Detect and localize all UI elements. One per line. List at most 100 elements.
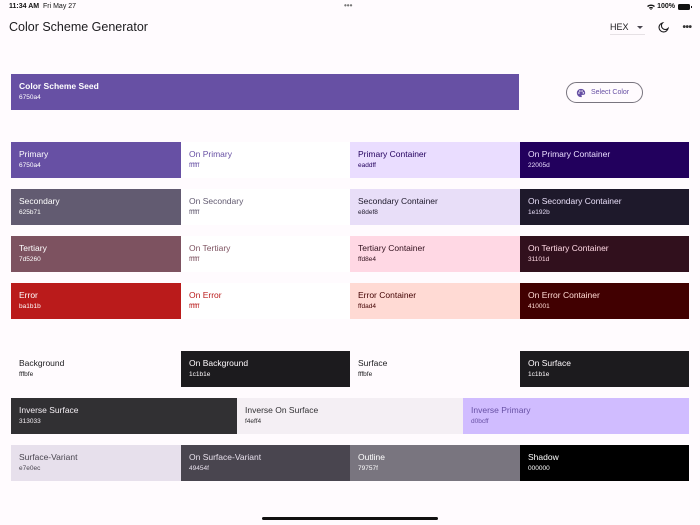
palette-icon (576, 88, 586, 97)
tile-name: Outline (358, 452, 385, 462)
tile-name: Tertiary (19, 243, 47, 253)
tile-hex: 22005d (528, 162, 550, 169)
tile-hex: d0bcff (471, 418, 489, 425)
tile-name: Error (19, 290, 38, 300)
status-bar: 11:34 AM Fri May 27 ••• 100% (0, 0, 700, 14)
tile-name: On Background (189, 358, 249, 368)
tile-name: On Error Container (528, 290, 600, 300)
tile-hex: 410001 (528, 303, 550, 310)
tile-name: Secondary Container (358, 196, 438, 206)
tile-hex: 1c1b1e (528, 371, 550, 378)
color-tile-on-error[interactable]: On Error ffffff (181, 283, 350, 319)
color-tile-shadow[interactable]: Shadow 000000 (520, 445, 689, 481)
tile-name: On Secondary Container (528, 196, 622, 206)
status-date: Fri May 27 (42, 3, 77, 10)
select-color-label: Select Color (591, 89, 630, 96)
color-tile-on-surface[interactable]: On Surface 1c1b1e (520, 351, 689, 387)
color-tile-inverse-surface[interactable]: Inverse Surface 313033 (11, 398, 237, 434)
color-tile-error-container[interactable]: Error Container ffdad4 (350, 283, 520, 319)
tile-hex: ffffff (189, 162, 200, 169)
battery-percent: 100% (657, 3, 675, 10)
color-tile-background[interactable]: Background fffbfe (11, 351, 181, 387)
tile-name: Surface-Variant (19, 452, 78, 462)
wifi-icon (647, 4, 656, 10)
more-options-button[interactable]: ••• (678, 18, 696, 36)
page-title: Color Scheme Generator (9, 20, 148, 34)
tile-name: On Primary (189, 149, 232, 159)
tile-hex: 1e192b (528, 209, 550, 216)
tile-name: Tertiary Container (358, 243, 426, 253)
select-color-button[interactable]: Select Color (566, 82, 643, 103)
color-tile-secondary-container[interactable]: Secondary Container e8def8 (350, 189, 520, 225)
color-tile-inverse-primary[interactable]: Inverse Primary d0bcff (463, 398, 689, 434)
chevron-down-icon (637, 26, 643, 29)
tile-hex: e7e0ec (19, 465, 41, 472)
status-time: 11:34 AM Fri May 27 (9, 3, 77, 10)
moon-icon (658, 21, 669, 32)
color-tile-surface[interactable]: Surface fffbfe (350, 351, 520, 387)
tile-hex: 625b71 (19, 209, 41, 216)
color-tile-surface-variant[interactable]: Surface-Variant e7e0ec (11, 445, 181, 481)
color-tile-on-secondary[interactable]: On Secondary ffffff (181, 189, 350, 225)
tile-hex: ffffff (189, 209, 200, 216)
seed-label: Color Scheme Seed (19, 81, 99, 91)
color-tile-inverse-on-surface[interactable]: Inverse On Surface f4eff4 (237, 398, 463, 434)
tile-name: Error Container (358, 290, 417, 300)
color-tile-on-background[interactable]: On Background 1c1b1e (181, 351, 350, 387)
tile-hex: fffbfe (358, 371, 373, 378)
tile-hex: 79757f (358, 465, 378, 472)
tile-hex: eaddff (358, 162, 376, 169)
color-tile-primary[interactable]: Primary 6750a4 (11, 142, 181, 178)
color-tile-on-tertiary-container[interactable]: On Tertiary Container 31101d (520, 236, 689, 272)
color-tile-on-secondary-container[interactable]: On Secondary Container 1e192b (520, 189, 689, 225)
tile-name: On Tertiary (189, 243, 231, 253)
format-select[interactable]: HEX (610, 20, 645, 35)
tile-hex: 49454f (189, 465, 209, 472)
format-select-value: HEX (610, 22, 629, 32)
tile-name: Surface (358, 358, 388, 368)
tile-hex: ffffff (189, 256, 200, 263)
tile-name: On Surface-Variant (189, 452, 262, 462)
color-tile-tertiary-container[interactable]: Tertiary Container ffd8e4 (350, 236, 520, 272)
color-tile-outline[interactable]: Outline 79757f (350, 445, 520, 481)
tile-name: On Primary Container (528, 149, 611, 159)
color-tile-on-primary[interactable]: On Primary ffffff (181, 142, 350, 178)
tile-name: On Surface (528, 358, 571, 368)
tile-hex: 313033 (19, 418, 41, 425)
seed-color-tile[interactable]: Color Scheme Seed 6750a4 (11, 74, 519, 110)
color-tile-on-primary-container[interactable]: On Primary Container 22005d (520, 142, 689, 178)
home-indicator[interactable] (262, 517, 438, 520)
tile-name: On Secondary (189, 196, 244, 206)
tile-hex: ffd8e4 (358, 256, 376, 263)
tile-name: On Error (189, 290, 222, 300)
tile-name: On Tertiary Container (528, 243, 609, 253)
tile-hex: 31101d (528, 256, 550, 263)
tile-hex: 1c1b1e (189, 371, 211, 378)
color-tile-on-surface-variant[interactable]: On Surface-Variant 49454f (181, 445, 350, 481)
theme-toggle-button[interactable] (654, 18, 672, 36)
tile-hex: 6750a4 (19, 162, 41, 169)
tile-name: Inverse Primary (471, 405, 531, 415)
tile-hex: ffdad4 (358, 303, 376, 310)
tile-hex: fffbfe (19, 371, 34, 378)
tile-hex: f4eff4 (245, 418, 262, 425)
tile-hex: ffffff (189, 303, 200, 310)
battery-icon (678, 3, 692, 10)
tile-name: Secondary (19, 196, 60, 206)
color-tile-error[interactable]: Error ba1b1b (11, 283, 181, 319)
seed-hex: 6750a4 (19, 94, 41, 101)
color-tile-secondary[interactable]: Secondary 625b71 (11, 189, 181, 225)
color-tile-primary-container[interactable]: Primary Container eaddff (350, 142, 520, 178)
tile-hex: e8def8 (358, 209, 378, 216)
color-tile-tertiary[interactable]: Tertiary 7d5260 (11, 236, 181, 272)
tile-hex: 000000 (528, 465, 550, 472)
multitask-dots[interactable]: ••• (344, 1, 353, 10)
tile-name: Shadow (528, 452, 559, 462)
tile-name: Background (19, 358, 65, 368)
tile-name: Inverse Surface (19, 405, 79, 415)
tile-name: Inverse On Surface (245, 405, 319, 415)
color-tile-on-tertiary[interactable]: On Tertiary ffffff (181, 236, 350, 272)
tile-name: Primary (19, 149, 49, 159)
tile-name: Primary Container (358, 149, 427, 159)
color-tile-on-error-container[interactable]: On Error Container 410001 (520, 283, 689, 319)
